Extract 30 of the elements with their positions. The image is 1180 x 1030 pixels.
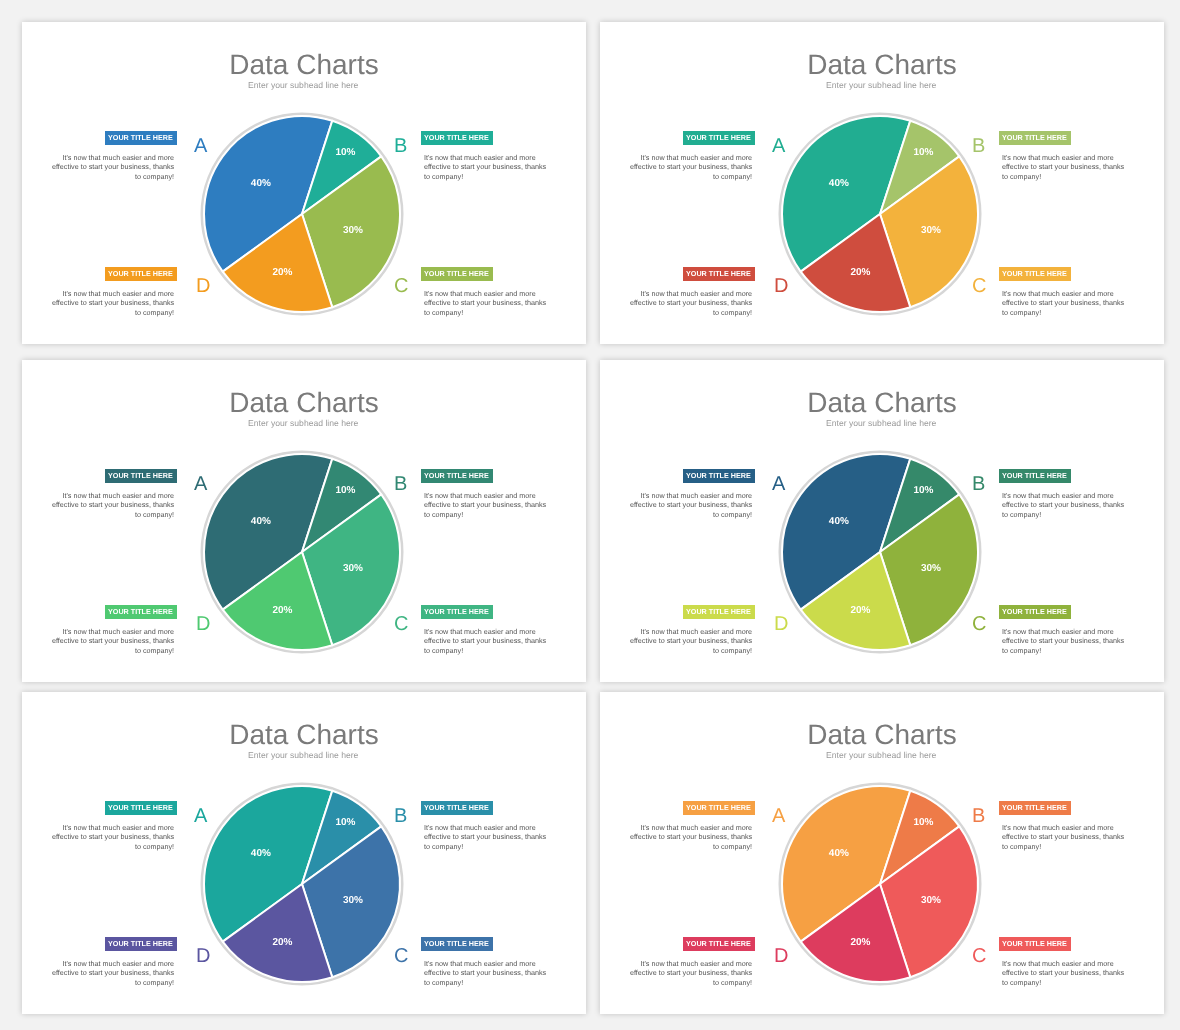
slice-label: C bbox=[972, 276, 987, 298]
chart-title: Data Charts bbox=[229, 47, 379, 80]
legend-label: A bbox=[772, 474, 786, 496]
slice-label: B bbox=[972, 136, 986, 158]
slice-label: B bbox=[394, 806, 408, 828]
legend-label: D bbox=[774, 614, 789, 636]
chart-title: Data Charts bbox=[807, 385, 957, 418]
slice-label: B bbox=[972, 806, 986, 828]
chart-title: Data Charts bbox=[807, 47, 957, 80]
legend-label: D bbox=[774, 946, 789, 968]
legend-label: A bbox=[194, 474, 208, 496]
slice-label: C bbox=[394, 614, 409, 636]
slice-label: B bbox=[394, 136, 408, 158]
legend-label: A bbox=[194, 806, 208, 828]
slice-label: B bbox=[972, 474, 986, 496]
legend-label: A bbox=[772, 806, 786, 828]
legend-label: D bbox=[774, 276, 789, 298]
legend-label: A bbox=[194, 136, 208, 158]
slice-label: C bbox=[972, 614, 987, 636]
chart-title: Data Charts bbox=[807, 717, 957, 750]
slice-label: C bbox=[972, 946, 987, 968]
legend-label: D bbox=[196, 276, 211, 298]
chart-title: Data Charts bbox=[229, 717, 379, 750]
legend-label: D bbox=[196, 614, 211, 636]
slice-label: C bbox=[394, 946, 409, 968]
chart-title: Data Charts bbox=[229, 385, 379, 418]
slice-label: B bbox=[394, 474, 408, 496]
legend-label: D bbox=[196, 946, 211, 968]
slice-label: C bbox=[394, 276, 409, 298]
legend-label: A bbox=[772, 136, 786, 158]
